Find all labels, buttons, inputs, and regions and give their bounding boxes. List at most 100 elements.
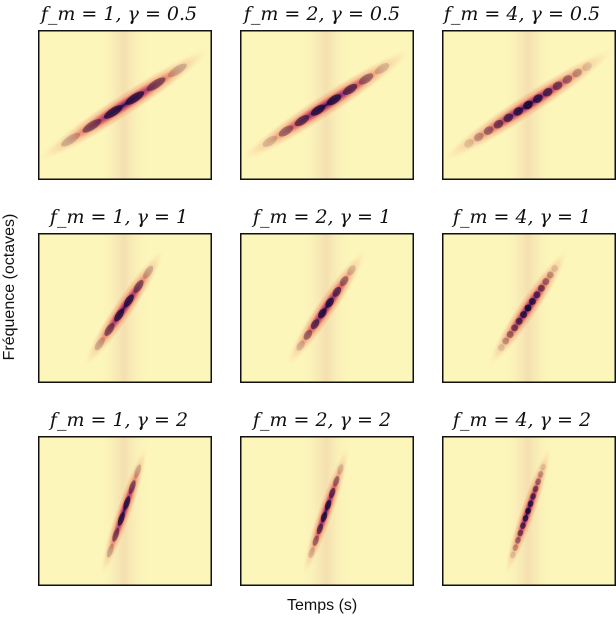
heatmap-kernel — [284, 248, 368, 368]
kernel-blob — [506, 330, 514, 338]
kernel-blob — [339, 276, 349, 287]
heatmap-kernel — [38, 46, 212, 164]
kernel-blob — [533, 291, 541, 299]
kernel-blob — [535, 478, 541, 485]
heatmap-panel — [240, 233, 414, 383]
kernel-blob — [520, 311, 528, 319]
panel-frame — [38, 233, 212, 383]
kernel-core — [92, 261, 156, 355]
heatmap-kernel — [99, 444, 149, 578]
kernel-blob — [347, 265, 356, 276]
kernel-blob — [123, 294, 134, 308]
kernel-blob — [104, 323, 115, 336]
heatmap-svg — [38, 30, 212, 180]
kernel-blob — [546, 271, 554, 279]
kernel-blob — [125, 91, 145, 105]
kernel-blob — [82, 118, 102, 133]
panel-title: f_m = 2, γ = 0.5 — [243, 3, 401, 25]
heatmap-panel — [38, 30, 212, 180]
kernel-blob — [532, 485, 539, 493]
heatmap-panel — [240, 30, 414, 180]
kernel-blob — [527, 500, 534, 507]
kernel-blob — [552, 81, 563, 91]
kernel-blob — [510, 551, 516, 559]
kernel-blob — [542, 87, 553, 97]
kernel-blob — [464, 139, 474, 148]
kernel-blob — [582, 62, 592, 71]
kernel-blob — [262, 135, 278, 147]
kernel-blob — [333, 476, 340, 487]
kernel-core — [54, 59, 194, 151]
kernel-blob — [503, 113, 514, 123]
kernel-blob — [310, 319, 320, 330]
kernel-blob — [128, 480, 136, 495]
heatmap-panel — [442, 233, 616, 383]
kernel-blob — [134, 464, 142, 479]
kernel-blob — [308, 547, 315, 558]
kernel-blob — [316, 523, 323, 535]
kernel-blob — [572, 68, 583, 78]
panel-frame — [442, 30, 616, 180]
kernel-blob — [103, 105, 123, 119]
kernel-blob — [325, 297, 334, 308]
heatmap-svg — [38, 436, 212, 586]
x-axis-label: Temps (s) — [287, 597, 358, 614]
heatmap-svg — [240, 436, 414, 586]
kernel-blob — [337, 464, 344, 475]
kernel-blob — [524, 304, 532, 312]
panel-title: f_m = 4, γ = 1 — [452, 206, 592, 228]
kernel-blob — [332, 286, 342, 297]
panel-frame — [38, 30, 212, 180]
panel-frame — [442, 436, 616, 586]
kernel-blob — [511, 324, 519, 332]
y-axis-label: Fréquence (octaves) — [1, 213, 18, 361]
panel-frame — [38, 436, 212, 586]
panel-frame — [240, 233, 414, 383]
kernel-blob — [528, 297, 536, 305]
kernel-blob — [502, 337, 510, 345]
kernel-blob — [551, 264, 559, 272]
heatmap-kernel — [301, 444, 351, 578]
heatmap-kernel — [82, 248, 166, 368]
kernel-blob — [533, 94, 543, 103]
heatmap-panel — [442, 30, 616, 180]
kernel-blob — [517, 529, 524, 537]
kernel-blob — [123, 496, 131, 510]
kernel-blob — [318, 308, 327, 319]
heatmap-panel — [240, 436, 414, 586]
heatmap-svg — [442, 436, 616, 586]
panel-title: f_m = 1, γ = 2 — [49, 409, 189, 431]
kernel-blob — [94, 337, 105, 351]
panel-frame — [240, 30, 414, 180]
panel-title: f_m = 4, γ = 0.5 — [443, 3, 601, 25]
heatmap-svg — [240, 233, 414, 383]
panel-frame — [240, 436, 414, 586]
heatmap-kernel — [486, 248, 570, 368]
kernel-blob — [497, 344, 505, 352]
panel-frame — [442, 233, 616, 383]
kernel-blob — [303, 329, 313, 340]
heatmap-kernel — [240, 46, 414, 164]
kernel-core — [105, 459, 143, 563]
heatmap-panel — [38, 233, 212, 383]
panel-title: f_m = 2, γ = 1 — [252, 206, 392, 228]
kernel-blob — [278, 125, 294, 137]
kernel-blob — [312, 535, 319, 546]
kernel-blob — [61, 132, 81, 147]
kernel-blob — [530, 493, 536, 500]
kernel-blob — [522, 515, 529, 522]
kernel-blob — [358, 73, 374, 85]
kernel-blob — [329, 487, 336, 499]
kernel-core — [256, 59, 396, 151]
kernel-blob — [523, 100, 533, 110]
heatmap-kernel — [503, 444, 553, 578]
kernel-blob — [324, 499, 332, 511]
heatmap-svg — [442, 233, 616, 383]
kernel-blob — [167, 63, 187, 78]
kernel-blob — [133, 280, 144, 293]
kernel-blob — [117, 512, 125, 526]
kernel-blob — [106, 543, 114, 558]
kernel-blob — [515, 317, 523, 325]
heatmap-svg — [240, 30, 414, 180]
heatmap-kernel — [442, 46, 616, 164]
